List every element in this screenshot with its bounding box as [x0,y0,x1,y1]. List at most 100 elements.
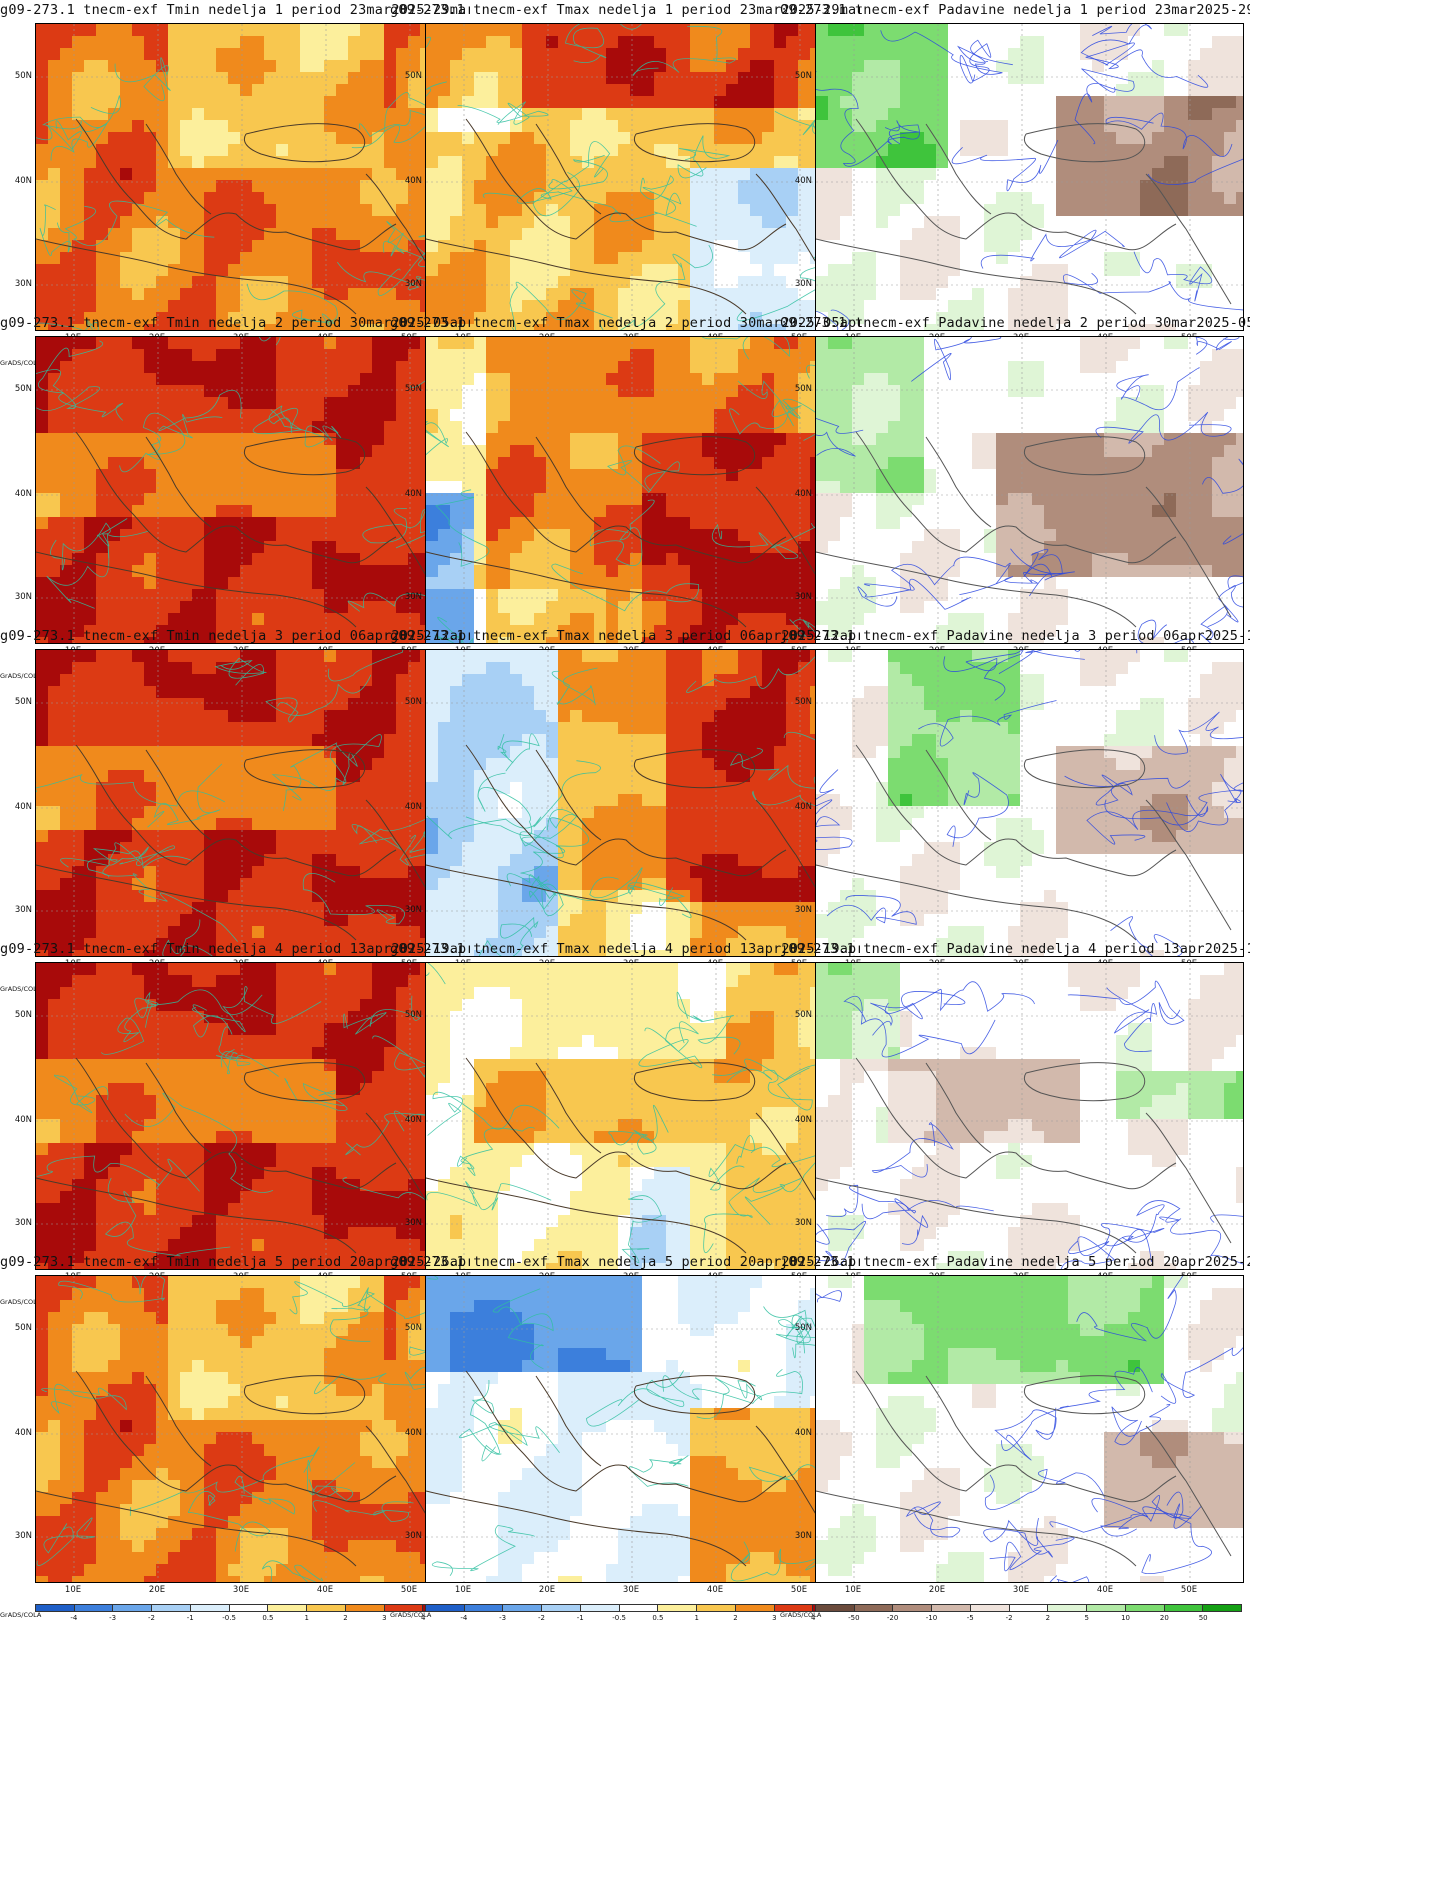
contour-line [531,875,692,918]
coastline [855,431,1177,564]
latitude-label: 30N [404,279,422,289]
coastline [1023,1375,1146,1415]
latitude-label: 30N [794,905,812,915]
contour-line [1074,68,1135,145]
coastline [145,1062,212,1154]
contour-line [843,995,996,1058]
contour-line [1085,42,1209,88]
latitude-label: 50N [794,697,812,707]
latitude-label: 40N [404,489,422,499]
coastline [1023,1062,1146,1102]
map-area [35,23,464,331]
contour-line [519,188,697,227]
coastline [816,551,1137,628]
coastline [535,1375,602,1467]
contour-line [187,1491,271,1552]
contour-line [959,571,1075,595]
contour-line [1049,1503,1202,1533]
longitude-label: 30E [232,1585,250,1595]
contour-line [506,873,564,916]
contour-line [816,816,853,850]
contour-line [114,57,171,102]
contour-line [1063,272,1243,311]
latitude-label: 40N [794,176,812,186]
coastline [925,1375,992,1467]
color-scale-swatch [1164,1605,1204,1611]
panel-title: g09-273.1 tnecm-exf Tmin nedelja 4 perio… [0,941,470,957]
color-scale-label: -2 [537,1614,545,1622]
contour-line [701,337,790,360]
contour-line [1104,789,1242,832]
contour-line [1137,619,1194,643]
contour-line [911,337,1002,382]
color-scale-label: -10 [925,1614,938,1622]
coastline [75,431,397,564]
color-scale-label: 4 [810,1614,816,1622]
contour-line [959,39,1013,84]
contour-line [100,1000,159,1055]
contour-line [989,1537,1075,1572]
map-panel-prec-week-5: j09-273.1 tnecm-exf Padavine nedelja 5 p… [780,1252,1250,1630]
panel-title: g09-273.1 tnecm-exf Tmax nedelja 2 perio… [390,315,860,331]
contour-line [607,445,680,494]
latitude-label: 30N [404,905,422,915]
coastline [1023,123,1146,163]
color-scale-label: -3 [499,1614,507,1622]
contour-line [1100,1491,1184,1537]
contour-line [589,867,686,907]
contour-line [434,617,474,643]
contour-line [36,319,99,330]
contour-line [104,1177,231,1257]
contour-line [1067,980,1185,1025]
latitude-label: 30N [404,1531,422,1541]
coastline [465,1057,787,1190]
color-scale-swatch [268,1605,308,1611]
contour-line [36,1517,96,1566]
contour-line [246,283,338,328]
grads-credit: GrADS/COLA [0,985,42,993]
map-area [815,962,1244,1270]
map-panel-prec-week-1: 09-273.1 tnecm-exf Padavine nedelja 1 pe… [780,0,1250,378]
contour-line [492,1288,554,1370]
coastline [243,1375,366,1415]
color-scale-label: 3 [772,1614,777,1622]
coastline [816,1490,1137,1567]
coastline [145,749,212,841]
color-scale-swatch [1203,1605,1242,1611]
contour-line [192,1004,242,1059]
contour-line [108,842,175,866]
contour-line [60,857,239,942]
latitude-label: 50N [14,71,32,81]
contour-line [632,25,736,76]
latitude-label: 40N [404,802,422,812]
coastline [426,238,747,315]
contour-line [520,814,590,897]
contour-line [1060,1236,1116,1269]
color-scale-swatch [1009,1605,1049,1611]
contour-line [1170,1218,1243,1265]
latitude-label: 30N [794,279,812,289]
contour-line [431,1525,535,1577]
color-scale-label: 20 [1159,1614,1169,1622]
contour-line [816,769,839,841]
coastline [816,864,1137,941]
coastline [1145,173,1232,305]
contour-line [1074,650,1138,654]
coastline [535,436,602,528]
coastline [36,551,357,628]
longitude-label: 20E [928,1585,946,1595]
color-scale-swatch [74,1605,114,1611]
contour-line [342,1176,463,1209]
panel-title: g09-273.1 tnecm-exf Tmin nedelja 2 perio… [0,315,470,331]
color-scale-swatch [580,1605,620,1611]
color-scale-swatch [384,1605,424,1611]
contour-line [459,1422,560,1455]
grads-credit: GrADS/COLA [0,1298,42,1306]
map-field [426,1276,853,1582]
contour-line [708,1135,756,1191]
contour-line [382,240,463,268]
color-scale-swatch [619,1605,659,1611]
coastline [816,1177,1137,1254]
color-scale-label: -5 [966,1614,974,1622]
contour-line [816,1290,842,1303]
